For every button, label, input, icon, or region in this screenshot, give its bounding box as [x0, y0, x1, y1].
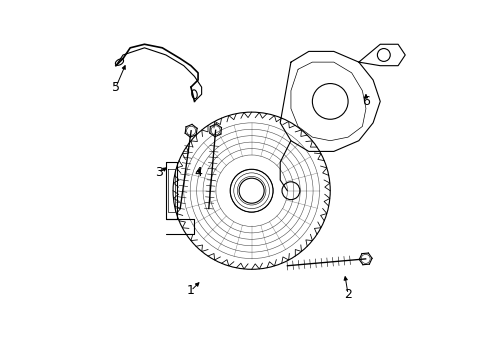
- Text: 1: 1: [186, 284, 194, 297]
- Text: 6: 6: [361, 95, 369, 108]
- Text: 5: 5: [112, 81, 120, 94]
- Text: 3: 3: [155, 166, 163, 179]
- Text: 2: 2: [344, 288, 351, 301]
- Text: 4: 4: [194, 166, 202, 179]
